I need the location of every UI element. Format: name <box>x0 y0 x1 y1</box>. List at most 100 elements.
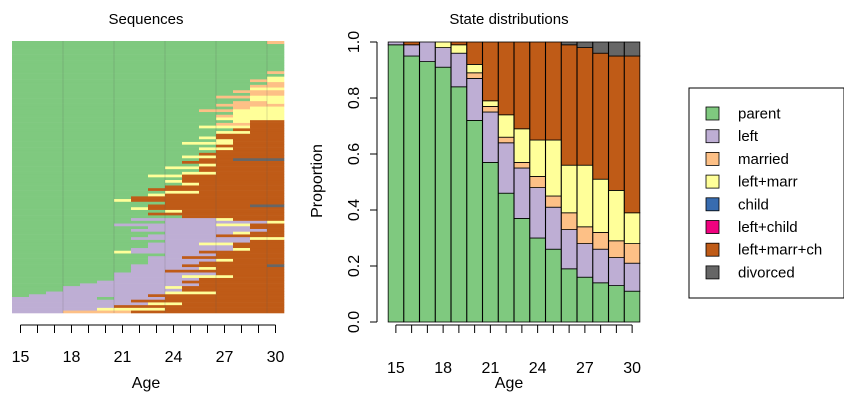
sequence-cell <box>12 166 166 170</box>
distribution-x-tick-label: 15 <box>387 360 405 377</box>
bar-segment <box>624 290 641 323</box>
sequence-cell <box>131 196 285 200</box>
bar-segment <box>529 187 546 239</box>
sequence-cell <box>12 100 234 104</box>
sequence-cell <box>12 253 166 257</box>
legend-swatch <box>705 220 720 234</box>
bar-segment <box>498 192 515 323</box>
sequence-cell <box>182 280 285 284</box>
distribution-x-tick-label: 24 <box>529 360 547 377</box>
sequence-cell <box>63 310 132 314</box>
sequence-cell <box>12 160 183 164</box>
sequence-cell <box>12 255 149 259</box>
sequence-cell <box>182 215 285 219</box>
sequence-cell <box>165 307 285 311</box>
bar-segment <box>482 41 499 102</box>
sequence-cell <box>12 242 149 246</box>
distribution-x-tick-label: 27 <box>576 360 594 377</box>
legend-swatch <box>705 151 720 166</box>
bar-segment <box>561 268 578 323</box>
sequence-cell <box>12 220 166 224</box>
sequence-cell <box>12 128 234 132</box>
sequence-cell <box>12 106 234 110</box>
sequence-cell <box>12 310 64 314</box>
sequence-cell <box>233 114 285 118</box>
sequence-cell <box>12 236 132 240</box>
sequence-cell <box>12 49 285 53</box>
sequence-cell <box>182 264 268 268</box>
state-distribution-plot: State distributions 0.0 0.2 0.4 0.6 0.8 1.0 1… <box>309 11 641 392</box>
legend-entries: parent left married left+marr child left+chil… <box>705 106 822 281</box>
sequence-cell <box>131 228 268 232</box>
legend-box <box>688 87 844 299</box>
sequence-cell <box>12 168 200 172</box>
sequence-cell <box>131 299 285 303</box>
bar-segment <box>435 41 452 48</box>
sequence-cell <box>216 138 234 142</box>
sequence-cell <box>233 89 285 93</box>
sequence-cell <box>165 166 200 170</box>
sequence-cell <box>216 291 285 295</box>
sequence-cell <box>12 125 200 129</box>
sequence-cell <box>233 119 251 123</box>
sequence-cell <box>131 269 166 273</box>
sequence-cell <box>165 231 234 235</box>
sequence-cell <box>165 201 285 205</box>
sequence-cell <box>267 81 285 85</box>
sequence-cell <box>233 242 285 246</box>
bar-segment <box>498 142 515 194</box>
distribution-y-tick-label: 0.0 <box>346 311 363 333</box>
bar-segment <box>498 41 515 116</box>
sequence-cell <box>216 130 251 134</box>
sequence-cell <box>12 92 251 96</box>
sequence-cell <box>216 171 285 175</box>
sequence-cell <box>12 283 81 287</box>
legend-label: left+child <box>738 219 798 236</box>
sequence-cell <box>12 225 149 229</box>
bar-segment <box>403 44 420 57</box>
bar-segment <box>482 106 499 113</box>
sequence-cell <box>216 258 234 262</box>
sequence-cell <box>199 250 285 254</box>
sequence-cell <box>233 217 285 221</box>
sequence-cell <box>131 310 285 314</box>
sequence-cell <box>267 41 285 45</box>
sequence-cell <box>114 198 132 202</box>
sequence-cell <box>182 255 285 259</box>
sequence-cell <box>131 198 285 202</box>
bar-segment <box>513 128 530 163</box>
sequence-cell <box>199 277 285 281</box>
bar-segment <box>435 47 452 68</box>
sequence-cell <box>12 212 149 216</box>
sequence-cell <box>182 179 285 183</box>
sequence-cell <box>233 128 285 132</box>
bar-segment <box>529 41 546 141</box>
sequence-cell <box>12 109 200 113</box>
distribution-y-axis-label: Proportion <box>309 144 326 218</box>
bar-segment <box>482 100 499 107</box>
sequence-cell <box>97 307 166 311</box>
bar-segment <box>561 164 578 214</box>
sequence-cell <box>216 266 285 270</box>
sequence-cell <box>12 57 285 61</box>
sequence-cell <box>12 258 149 262</box>
legend-label: divorced <box>738 264 795 281</box>
sequence-cell <box>148 245 234 249</box>
sequence-cell <box>233 231 251 235</box>
sequence-cell <box>12 41 268 45</box>
sequence-cell <box>182 160 285 164</box>
sequence-cell <box>12 261 149 265</box>
bar-segment <box>545 206 562 250</box>
sequence-cell <box>12 174 149 178</box>
sequence-cell <box>165 190 200 194</box>
distribution-x-tick-label: 21 <box>481 360 499 377</box>
sequence-cell <box>233 100 268 104</box>
bar-segment <box>592 282 609 323</box>
sequence-cell <box>182 302 285 306</box>
distribution-y-tick-label: 0.4 <box>346 199 363 221</box>
bar-segment <box>419 41 436 63</box>
sequence-cell <box>12 155 183 159</box>
sequence-cell <box>199 190 285 194</box>
sequence-cell <box>216 133 285 137</box>
